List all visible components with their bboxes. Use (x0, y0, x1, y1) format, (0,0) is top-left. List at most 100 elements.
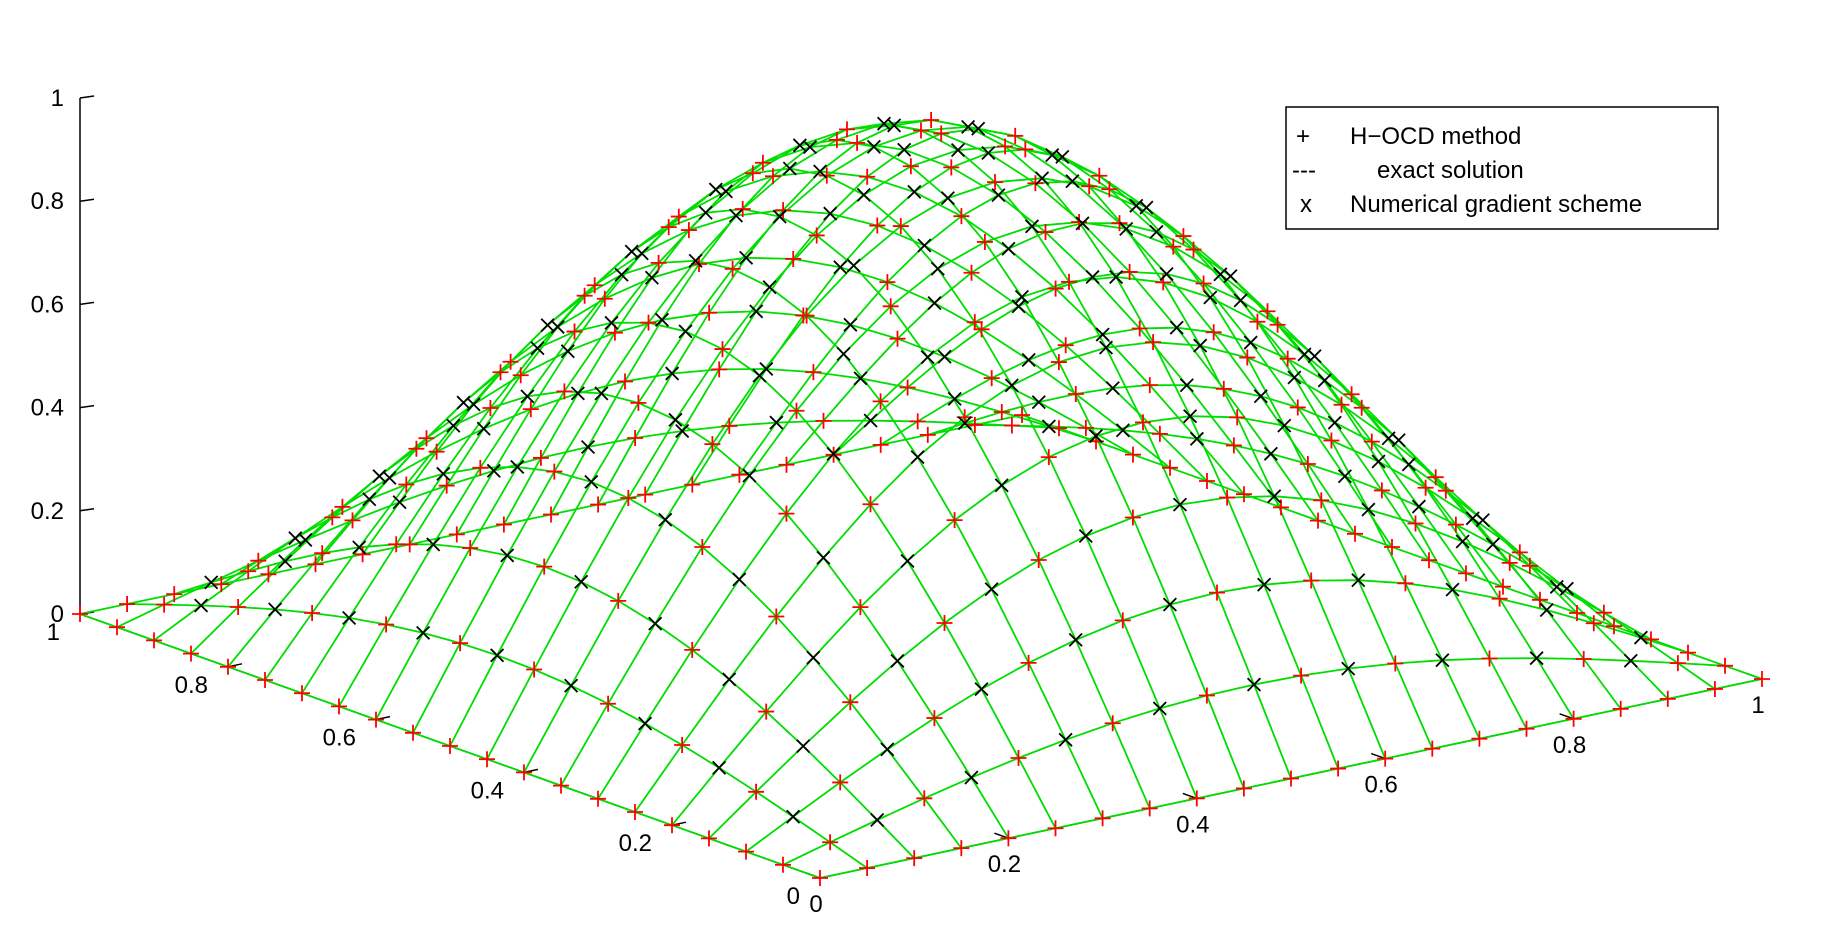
x-tick-label: 0.2 (988, 851, 1021, 878)
hocd-marker (1407, 515, 1424, 532)
gradient-marker (1088, 429, 1103, 444)
gradient-marker (1475, 513, 1490, 528)
gradient-marker (1351, 573, 1366, 588)
hocd-marker (701, 830, 717, 847)
numerical-gradient-markers (194, 116, 1648, 827)
hocd-marker (546, 463, 563, 480)
mesh-line-y (832, 270, 1575, 720)
gradient-marker (732, 572, 747, 587)
gradient-marker (698, 205, 713, 220)
mesh-line-x (264, 209, 1208, 681)
hocd-marker (1491, 590, 1508, 607)
hocd-marker (620, 489, 637, 506)
hocd-marker (785, 250, 802, 267)
hocd-marker (405, 724, 421, 741)
z-tick (79, 301, 95, 306)
gradient-marker (416, 625, 431, 640)
hocd-marker (1205, 324, 1222, 341)
hocd-marker (1229, 409, 1246, 426)
hocd-marker (240, 563, 257, 580)
gradient-marker (486, 463, 501, 478)
gradient-marker (1263, 446, 1278, 461)
hocd-marker (1269, 316, 1286, 333)
hocd-marker (408, 440, 425, 457)
gradient-marker (658, 512, 673, 527)
mesh-line-x (745, 579, 1689, 853)
hocd-marker (331, 698, 347, 715)
gradient-marker (665, 366, 680, 381)
gradient-marker (1031, 395, 1046, 410)
gradient-marker (712, 760, 727, 775)
gradient-marker (1098, 340, 1114, 355)
hocd-marker (997, 138, 1014, 155)
gradient-marker (574, 574, 589, 589)
mesh-line-y (691, 148, 1434, 749)
gradient-marker (994, 478, 1009, 493)
hocd-marker (1077, 419, 1094, 436)
gradient-marker (890, 653, 905, 668)
hocd-marker (388, 536, 405, 553)
hocd-marker (650, 254, 667, 271)
gradient-marker (1119, 221, 1134, 236)
gradient-marker (1341, 661, 1356, 676)
hocd-marker (1518, 720, 1535, 737)
gradient-marker (1058, 732, 1073, 747)
hocd-marker (1040, 449, 1057, 466)
hocd-marker (892, 218, 909, 235)
hocd-marker (704, 436, 721, 453)
hocd-marker (839, 121, 855, 138)
hocd-marker (1209, 584, 1225, 601)
gradient-marker (1539, 603, 1554, 618)
gradient-marker (560, 344, 575, 359)
mesh-line-x (597, 276, 1541, 800)
gradient-marker (1162, 597, 1177, 612)
hocd-marker (664, 817, 680, 834)
gradient-marker (786, 809, 801, 824)
hocd-marker (627, 804, 643, 820)
gradient-marker (749, 304, 764, 319)
hocd-marker (492, 364, 509, 381)
hocd-marker (778, 456, 795, 473)
gradient-marker (1075, 216, 1090, 231)
hocd-marker (1680, 644, 1696, 661)
hocd-marker (502, 353, 519, 370)
gradient-marker (769, 415, 784, 430)
hocd-marker (617, 373, 633, 390)
gradient-marker (816, 550, 831, 565)
hocd-marker (916, 790, 933, 807)
legend-label-hocd: H−OCD method (1350, 123, 1521, 150)
hocd-marker (596, 290, 613, 307)
tick-labels: 00.20.40.60.8100.20.40.60.8100.20.40.60.… (31, 85, 1765, 918)
hocd-marker (1310, 512, 1326, 529)
hocd-marker (926, 710, 943, 727)
gradient-marker (826, 446, 841, 461)
mesh-line-x (375, 124, 1319, 721)
gradient-marker (1223, 269, 1238, 284)
gradient-marker (1041, 419, 1056, 434)
hocd-marker (1303, 572, 1320, 589)
gradient-marker (897, 142, 912, 157)
hocd-marker (1027, 175, 1044, 192)
gradient-marker (1179, 378, 1194, 393)
gradient-marker (1317, 373, 1332, 388)
hocd-marker (183, 645, 199, 662)
hocd-marker (694, 539, 711, 556)
mesh-line-y (361, 259, 1104, 819)
gradient-marker (520, 389, 535, 404)
gradient-marker (728, 208, 744, 223)
gradient-marker (204, 575, 219, 590)
hocd-marker (1094, 810, 1111, 827)
hocd-marker (1017, 141, 1034, 158)
hocd-marker (1373, 482, 1390, 499)
hocd-marker (495, 516, 512, 533)
hocd-marker (842, 694, 859, 711)
gradient-marker (1105, 381, 1120, 396)
hocd-marker (398, 476, 415, 493)
gradient-marker (1277, 418, 1292, 433)
hocd-marker (1397, 575, 1414, 592)
hocd-marker (1343, 386, 1360, 403)
gradient-marker (853, 371, 868, 386)
mesh-line-x (708, 495, 1652, 840)
hocd-marker (882, 298, 899, 315)
hocd-marker (768, 608, 785, 625)
